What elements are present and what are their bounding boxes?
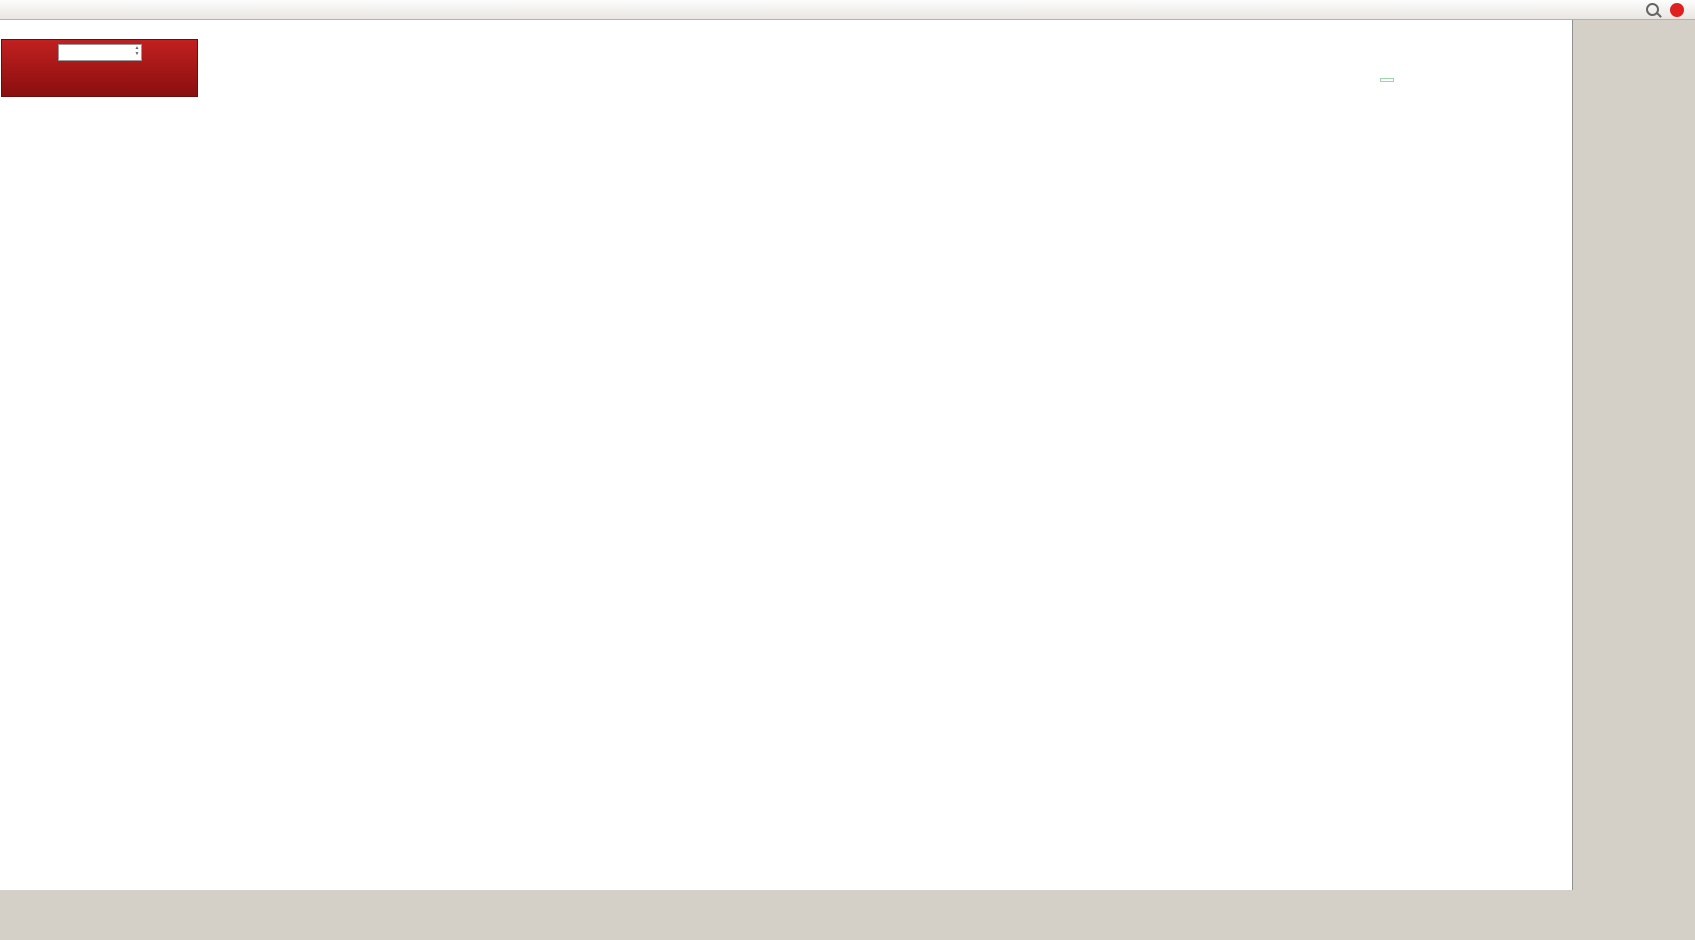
stepper-up-icon[interactable]: ▲ bbox=[134, 44, 140, 51]
search-icon bbox=[1646, 3, 1659, 16]
chart-window[interactable]: ▲ ▼ bbox=[0, 20, 1573, 890]
volume-stepper[interactable]: ▲ ▼ bbox=[135, 45, 140, 57]
turning-point-note[interactable] bbox=[1380, 78, 1394, 82]
chart-canvas[interactable] bbox=[0, 20, 1572, 890]
trade-panel-top-row: ▲ ▼ bbox=[2, 40, 197, 62]
volume-input[interactable]: ▲ ▼ bbox=[57, 43, 142, 61]
main-toolbar bbox=[0, 0, 1695, 20]
toolbar-right bbox=[1643, 1, 1692, 18]
time-axis[interactable] bbox=[0, 872, 1522, 890]
macd-header bbox=[4, 544, 14, 555]
notification-badge[interactable] bbox=[1670, 2, 1684, 17]
rsi-header bbox=[4, 704, 9, 715]
search-button[interactable] bbox=[1643, 1, 1662, 18]
one-click-trading-panel: ▲ ▼ bbox=[1, 39, 198, 97]
stepper-down-icon[interactable]: ▼ bbox=[134, 50, 140, 57]
trade-panel-prices bbox=[2, 62, 197, 64]
price-axis[interactable] bbox=[1523, 20, 1572, 870]
